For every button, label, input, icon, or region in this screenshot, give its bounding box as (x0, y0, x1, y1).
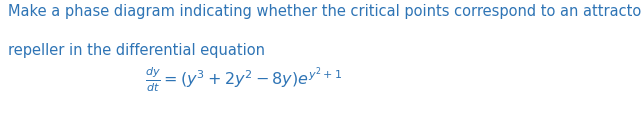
Text: Make a phase diagram indicating whether the critical points correspond to an att: Make a phase diagram indicating whether … (8, 4, 642, 19)
Text: $\frac{dy}{dt} = (y^3 + 2y^2 - 8y)e^{y^2+1}$: $\frac{dy}{dt} = (y^3 + 2y^2 - 8y)e^{y^2… (145, 65, 343, 94)
Text: repeller in the differential equation: repeller in the differential equation (8, 43, 265, 58)
